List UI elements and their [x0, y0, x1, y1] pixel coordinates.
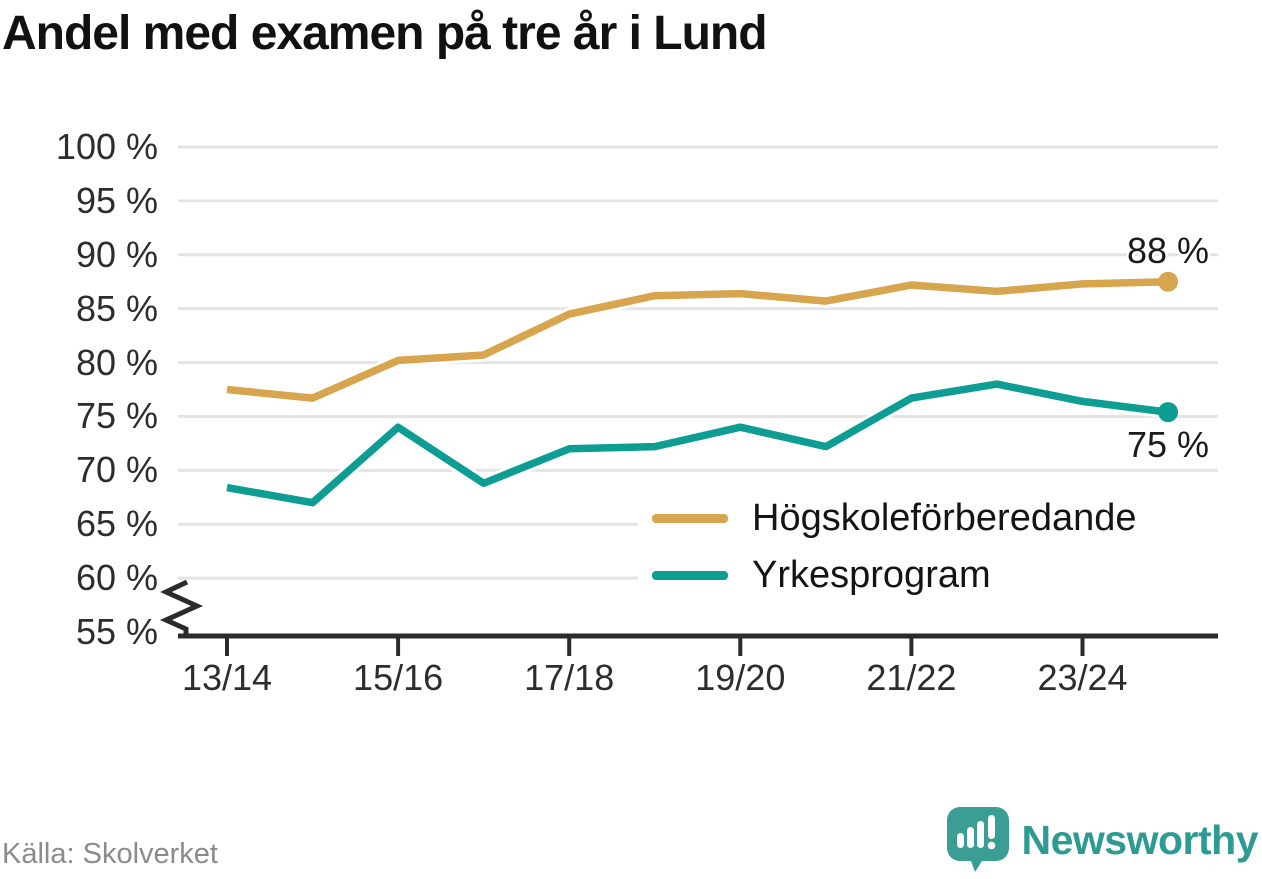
legend-item-hogskoleforberedande: Högskoleförberedande	[638, 490, 1218, 547]
end-value-label-yrkesprogram: 75 %	[1127, 424, 1210, 466]
y-axis-label: 90 %	[75, 233, 158, 275]
brand-name: Newsworthy	[1021, 816, 1259, 863]
y-axis-label: 75 %	[75, 395, 158, 437]
y-axis-label: 85 %	[75, 287, 158, 329]
legend-item-yrkesprogram: Yrkesprogram	[638, 547, 1218, 604]
axis-break-icon	[159, 579, 204, 636]
newsworthy-speech-bubble-chart-icon	[946, 807, 1009, 872]
x-axis-label: 19/20	[695, 657, 786, 698]
x-axis-label: 23/24	[1037, 657, 1128, 698]
series-end-dot-yrkesprogram	[1158, 402, 1179, 423]
newsworthy-logo: Newsworthy	[946, 806, 1259, 874]
series-end-dot-h-gskolef-rberedande	[1158, 271, 1179, 292]
legend-swatch-icon	[652, 571, 728, 580]
legend-label: Högskoleförberedande	[752, 497, 1137, 539]
series-line-yrkesprogram	[226, 380, 1169, 507]
legend: Högskoleförberedande Yrkesprogram	[638, 486, 1218, 610]
chart-title: Andel med examen på tre år i Lund	[2, 7, 768, 60]
series-line-casing	[226, 275, 1169, 405]
legend-swatch-icon	[652, 514, 728, 523]
series-line-casing	[225, 377, 1169, 510]
legend-label: Yrkesprogram	[752, 554, 991, 596]
y-axis-label: 70 %	[75, 449, 158, 491]
y-axis-label: 60 %	[75, 557, 158, 599]
end-value-label-hogskoleforberedande: 88 %	[1127, 229, 1210, 271]
x-axis-label: 21/22	[866, 657, 957, 698]
y-axis-label: 80 %	[75, 341, 158, 383]
y-axis-label: 55 %	[75, 611, 158, 652]
y-axis-label: 95 %	[75, 179, 158, 221]
y-axis-label: 100 %	[55, 126, 158, 167]
x-axis-label: 17/18	[524, 657, 615, 698]
source-note: Källa: Skolverket	[2, 838, 218, 870]
x-axis-label: 15/16	[353, 657, 444, 698]
y-axis-label: 65 %	[75, 503, 158, 545]
x-axis-label: 13/14	[181, 657, 273, 698]
series-line-h-gskolef-rberedande	[226, 277, 1169, 402]
